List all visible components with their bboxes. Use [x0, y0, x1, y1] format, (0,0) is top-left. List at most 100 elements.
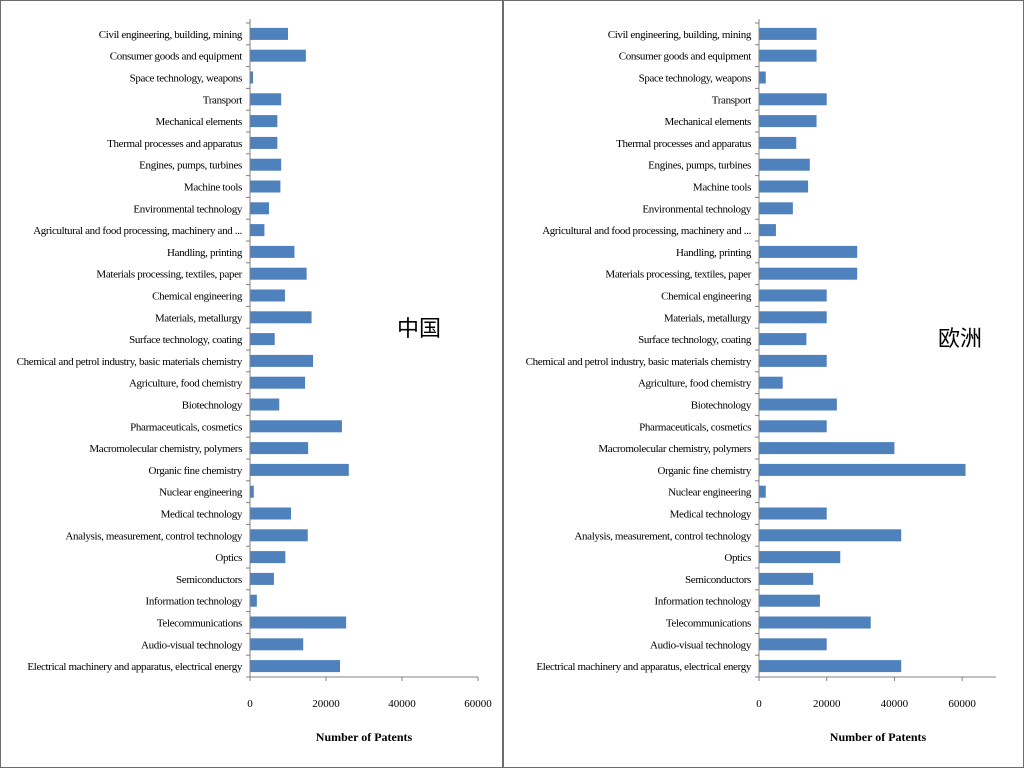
category-label: Information technology — [655, 596, 752, 608]
category-label: Pharmaceuticals, cosmetics — [130, 421, 242, 433]
category-label: Audio-visual technology — [650, 639, 752, 651]
bar — [250, 638, 304, 651]
region-label-china: 中国 — [397, 317, 442, 342]
bar — [759, 551, 841, 564]
category-label: Space technology, weapons — [639, 73, 751, 85]
category-label: Telecommunications — [666, 618, 751, 630]
bar — [759, 136, 797, 149]
bar-chart-china: Civil engineering, building, mining Consu… — [17, 19, 492, 744]
category-label: Agriculture, food chemistry — [638, 378, 752, 390]
bar — [250, 27, 288, 40]
bar — [250, 180, 281, 193]
chart-panel-europe: Civil engineering, building, mining Consu… — [503, 0, 1024, 768]
category-label: Telecommunications — [157, 618, 242, 630]
category-label: Engines, pumps, turbines — [648, 160, 751, 172]
category-label: Materials, metallurgy — [664, 312, 752, 324]
bar — [250, 267, 307, 280]
category-label: Analysis, measurement, control technolog… — [574, 530, 751, 542]
bar — [759, 333, 807, 346]
bar — [250, 420, 342, 433]
bar — [250, 245, 295, 258]
category-label: Information technology — [146, 596, 243, 608]
category-label: Machine tools — [184, 182, 242, 194]
bar — [759, 115, 817, 128]
bar — [759, 180, 809, 193]
bar — [759, 594, 820, 607]
category-label: Mechanical elements — [155, 116, 242, 128]
bar — [250, 354, 314, 367]
category-label: Environmental technology — [642, 203, 751, 215]
bar — [759, 485, 766, 498]
x-tick-label: 60000 — [948, 698, 976, 710]
category-label: Chemical and petrol industry, basic mate… — [17, 356, 243, 368]
bar — [759, 660, 902, 673]
x-tick-label: 40000 — [881, 698, 909, 710]
bar — [759, 289, 827, 302]
category-label: Biotechnology — [691, 400, 752, 412]
category-label: Biotechnology — [182, 400, 243, 412]
region-label-europe: 欧洲 — [938, 327, 983, 352]
bar — [759, 267, 858, 280]
x-tick-label: 0 — [247, 698, 253, 710]
bar — [250, 71, 254, 84]
bar — [759, 71, 766, 84]
bar — [250, 333, 275, 346]
category-label: Agriculture, food chemistry — [129, 378, 243, 390]
bar — [759, 202, 793, 215]
category-label: Materials processing, textiles, paper — [96, 269, 242, 281]
category-label: Audio-visual technology — [141, 639, 243, 651]
category-label: Surface technology, coating — [129, 334, 243, 346]
bar — [759, 376, 783, 389]
bar — [250, 376, 306, 389]
bar — [250, 594, 257, 607]
category-label: Chemical engineering — [661, 291, 752, 303]
category-label: Transport — [712, 94, 752, 106]
category-label: Handling, printing — [676, 247, 752, 259]
bar — [250, 660, 341, 673]
category-label: Environmental technology — [133, 203, 242, 215]
bar — [250, 136, 278, 149]
x-tick-label: 40000 — [388, 698, 416, 710]
x-tick-label: 0 — [756, 698, 762, 710]
x-tick-label: 20000 — [813, 698, 841, 710]
bar — [250, 572, 274, 585]
category-label: Space technology, weapons — [130, 73, 242, 85]
bar — [250, 616, 347, 629]
category-label: Electrical machinery and apparatus, elec… — [536, 661, 751, 673]
category-label: Civil engineering, building, mining — [608, 29, 752, 41]
category-label: Surface technology, coating — [638, 334, 752, 346]
bar — [759, 616, 871, 629]
category-label: Chemical engineering — [152, 291, 243, 303]
bar — [759, 507, 827, 520]
category-label: Agricultural and food processing, machin… — [33, 225, 242, 237]
bar — [759, 93, 827, 106]
category-label: Semiconductors — [176, 574, 242, 586]
category-label: Handling, printing — [167, 247, 243, 259]
bar — [250, 398, 280, 411]
bar — [759, 158, 810, 171]
bar — [759, 463, 966, 476]
bar — [759, 311, 827, 324]
bar — [250, 551, 286, 564]
category-label: Agricultural and food processing, machin… — [542, 225, 751, 237]
category-label: Materials, metallurgy — [155, 312, 243, 324]
bar — [759, 398, 837, 411]
category-label: Engines, pumps, turbines — [139, 160, 242, 172]
category-label: Nuclear engineering — [668, 487, 752, 499]
bar — [759, 420, 827, 433]
category-label: Semiconductors — [685, 574, 751, 586]
bar — [759, 49, 817, 62]
category-label: Medical technology — [161, 509, 243, 521]
category-label: Macromolecular chemistry, polymers — [598, 443, 751, 455]
bar — [759, 638, 827, 651]
bar — [759, 442, 895, 455]
category-label: Chemical and petrol industry, basic mate… — [526, 356, 752, 368]
bar — [250, 507, 292, 520]
chart-panel-china: Civil engineering, building, mining Consu… — [0, 0, 503, 768]
x-tick-label: 60000 — [464, 698, 492, 710]
bar — [250, 529, 308, 542]
bar — [250, 289, 285, 302]
category-label: Macromolecular chemistry, polymers — [89, 443, 242, 455]
category-label: Materials processing, textiles, paper — [605, 269, 751, 281]
bar — [759, 245, 858, 258]
